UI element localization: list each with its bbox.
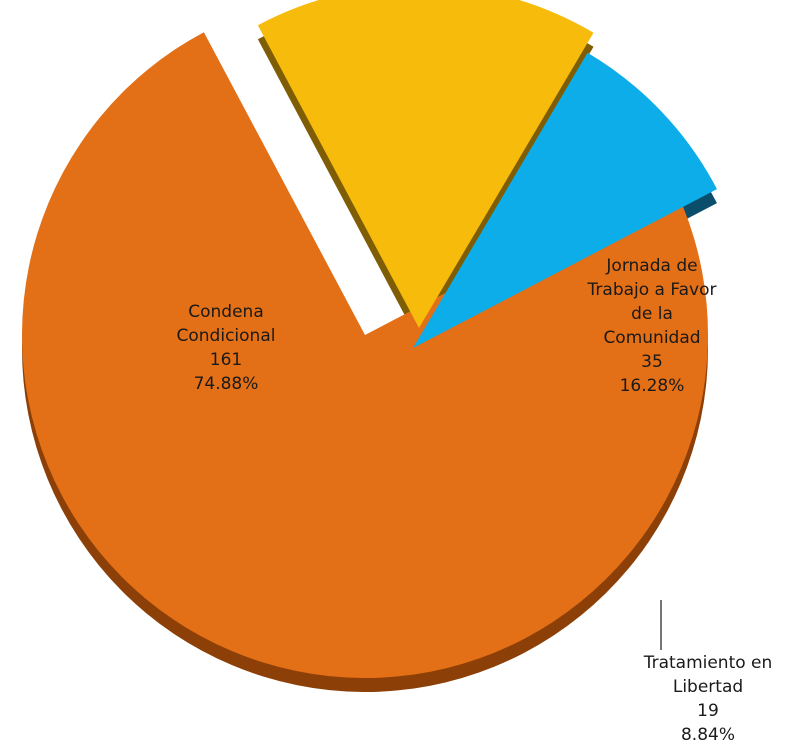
label-jornada-line-2: Trabajo a Favor — [587, 280, 717, 300]
label-tratamiento-line-2: Libertad — [673, 677, 743, 697]
label-tratamiento-count: 19 — [697, 701, 719, 721]
label-jornada-line-4: Comunidad — [603, 328, 700, 348]
pie-slices — [22, 0, 717, 678]
label-tratamiento-line-1: Tratamiento en — [643, 653, 773, 673]
label-jornada-percent: 16.28% — [620, 376, 685, 396]
label-condena-percent: 74.88% — [194, 374, 259, 394]
label-tratamiento: Tratamiento en Libertad 19 8.84% — [643, 653, 773, 745]
label-condena-line-2: Condicional — [177, 326, 276, 346]
label-jornada-count: 35 — [641, 352, 663, 372]
label-condena: Condena Condicional 161 74.88% — [177, 302, 276, 394]
slice-jornada-trabajo — [257, 0, 594, 328]
label-jornada: Jornada de Trabajo a Favor de la Comunid… — [587, 256, 717, 396]
slice-condena-condicional — [22, 32, 709, 678]
label-tratamiento-percent: 8.84% — [681, 725, 735, 745]
slice-tratamiento-libertad — [413, 52, 717, 348]
label-jornada-line-3: de la — [631, 304, 673, 324]
label-jornada-line-1: Jornada de — [605, 256, 697, 276]
label-condena-count: 161 — [210, 350, 242, 370]
label-condena-line-1: Condena — [188, 302, 264, 322]
